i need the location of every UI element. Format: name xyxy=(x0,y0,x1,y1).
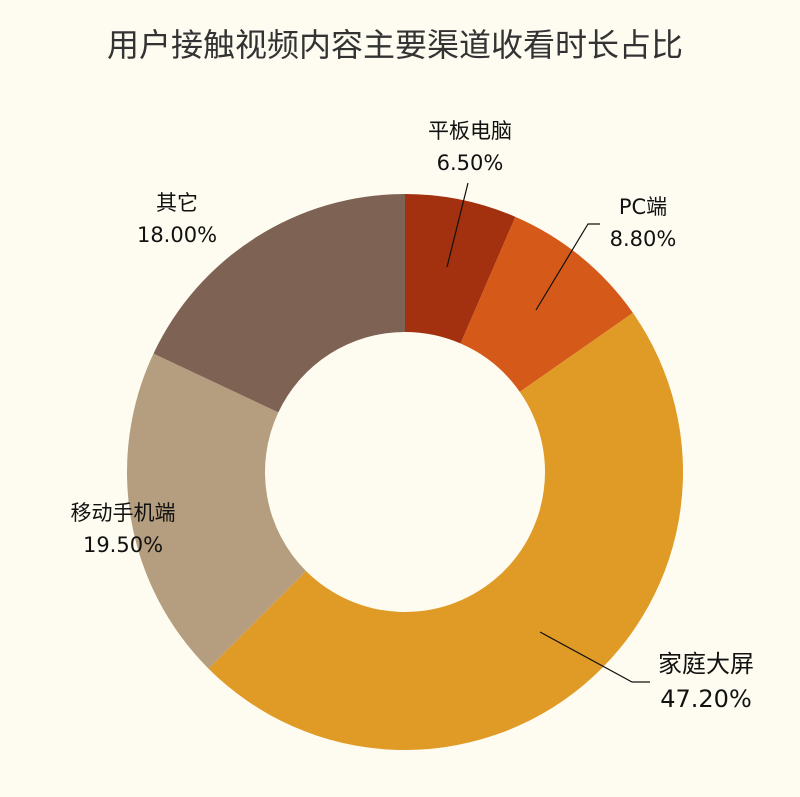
slice-value-4: 18.00% xyxy=(137,223,217,247)
chart-title: 用户接触视频内容主要渠道收看时长占比 xyxy=(107,26,683,64)
slice-label-4: 其它 xyxy=(156,191,198,215)
slice-value-3: 19.50% xyxy=(83,533,163,557)
slice-4 xyxy=(153,194,405,413)
slice-2 xyxy=(208,312,684,751)
slice-label-2: 家庭大屏 xyxy=(658,650,754,678)
slice-label-3: 移动手机端 xyxy=(71,501,176,525)
slice-label-1: PC端 xyxy=(619,195,667,219)
slice-value-0: 6.50% xyxy=(437,151,504,175)
leader-line-0 xyxy=(446,182,469,268)
leader-line-2 xyxy=(539,631,650,683)
slice-0 xyxy=(405,194,516,344)
slice-value-2: 47.20% xyxy=(660,685,752,713)
slice-value-1: 8.80% xyxy=(610,227,677,251)
leader-line-1 xyxy=(535,223,600,311)
slice-3 xyxy=(127,353,307,669)
slice-1 xyxy=(460,216,633,392)
slice-label-0: 平板电脑 xyxy=(428,119,512,143)
